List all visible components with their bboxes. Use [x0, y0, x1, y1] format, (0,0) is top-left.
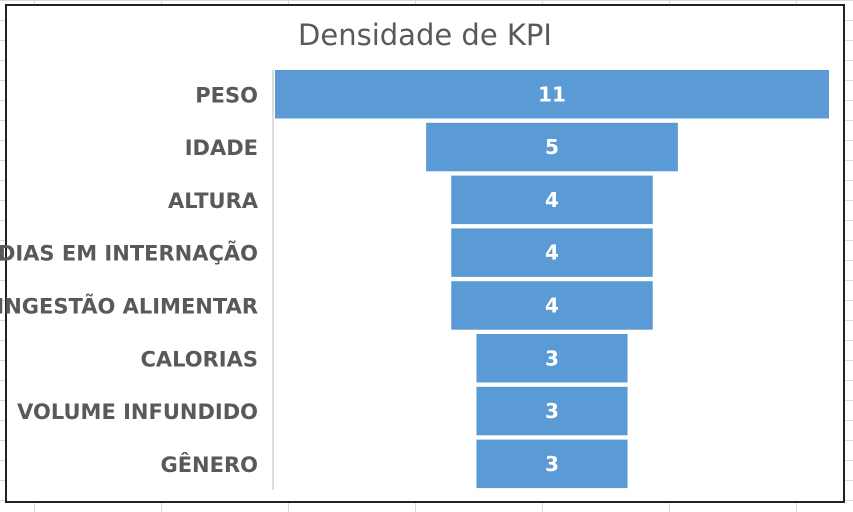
category-label: VOLUME INFUNDIDO [17, 400, 258, 424]
data-label: 3 [545, 452, 559, 476]
category-label: ALTURA [168, 189, 259, 213]
funnel-bar[interactable] [476, 334, 628, 383]
category-label: INGESTÃO ALIMENTAR [0, 293, 258, 318]
funnel-bar[interactable] [451, 281, 653, 330]
data-label: 3 [545, 399, 559, 423]
funnel-bar[interactable] [426, 122, 678, 172]
category-label: GÊNERO [160, 452, 258, 477]
funnel-bar[interactable] [476, 439, 628, 489]
chart-title: Densidade de KPI [298, 18, 552, 52]
category-label: IDADE [185, 136, 258, 160]
funnel-bar[interactable] [476, 386, 628, 436]
data-label: 11 [538, 82, 566, 106]
funnel-bar[interactable] [451, 228, 653, 277]
funnel-bar[interactable] [275, 70, 829, 119]
data-label: 4 [545, 293, 559, 317]
category-label: CALORIAS [140, 347, 258, 371]
data-label: 4 [545, 188, 559, 212]
funnel-bar[interactable] [451, 175, 653, 225]
category-label: DIAS EM INTERNAÇÃO [0, 241, 258, 266]
data-label: 4 [545, 241, 559, 265]
data-label: 5 [545, 135, 559, 159]
data-label: 3 [545, 346, 559, 370]
category-label: PESO [195, 83, 258, 107]
